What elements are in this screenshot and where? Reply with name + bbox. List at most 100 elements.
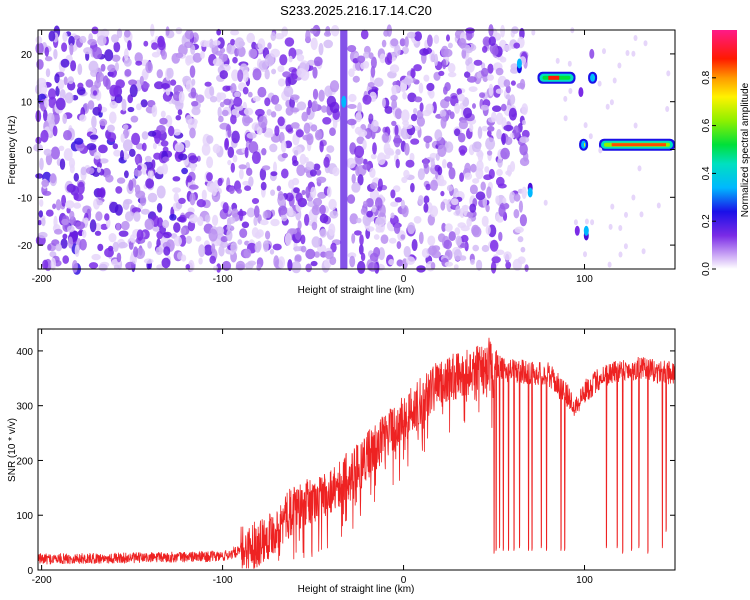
- spectrogram-noise-blob: [351, 182, 361, 193]
- patch-1hz: [579, 138, 589, 151]
- spectrogram-noise-blob: [81, 229, 87, 238]
- spectrogram-noise-blob: [295, 192, 303, 203]
- spectrogram-noise-blob: [97, 243, 104, 252]
- spectrogram-noise-blob: [394, 108, 403, 120]
- spectrogram-noise-blob: [513, 193, 521, 202]
- spectrogram-noise-blob: [185, 264, 191, 270]
- spectrogram-noise-blob: [411, 239, 418, 251]
- spectrogram-noise-blob: [348, 68, 355, 77]
- spectrogram-noise-blob: [140, 99, 148, 108]
- spectrogram-noise-blob: [109, 201, 119, 213]
- spectrogram-noise-blob: [145, 178, 155, 189]
- spectrogram-noise-blob: [292, 160, 299, 167]
- spectrogram-noise-blob: [261, 148, 267, 156]
- spectrogram-noise-blob: [394, 197, 403, 203]
- spectrogram-noise-blob: [413, 216, 422, 224]
- spectrogram-noise-blob: [322, 117, 332, 125]
- colorbar-label: Normalized spectral amplitude: [740, 82, 750, 217]
- spectrogram-noise-blob: [464, 71, 471, 78]
- spectrogram-noise-blob: [444, 223, 453, 232]
- spectrogram-y-tick-label: -20: [18, 241, 33, 252]
- spectrogram-noise-blob: [130, 115, 139, 123]
- spectrogram-noise-blob: [124, 170, 129, 179]
- spectrogram-noise-blob: [157, 39, 166, 51]
- spectrogram-noise-blob: [357, 129, 368, 137]
- spectrogram-noise-blob: [197, 216, 204, 227]
- spectrogram-noise-blob: [355, 166, 360, 176]
- spectrogram-noise-blob: [492, 45, 499, 56]
- spectrogram-noise-blob: [94, 230, 102, 236]
- spectrogram-noise-blob: [50, 146, 61, 160]
- spectrogram-noise-blob: [362, 163, 371, 170]
- spectrogram-noise-blob: [73, 202, 82, 209]
- spectrogram-noise-blob: [484, 166, 490, 173]
- spectrogram-noise-blob: [444, 96, 452, 102]
- spectrogram-noise-blob: [288, 55, 293, 63]
- spectrogram-noise-blob: [107, 132, 117, 143]
- spectrogram-noise-blob: [426, 82, 435, 92]
- spectrogram-noise-blob: [481, 67, 489, 77]
- spectrogram-noise-blob: [261, 165, 271, 171]
- spectrogram-noise-blob: [277, 191, 284, 201]
- spectrogram-noise-blob: [444, 82, 451, 92]
- spectrogram-noise-blob: [419, 102, 424, 112]
- spectrogram-noise-blob: [178, 197, 186, 204]
- spectrogram-noise-blob: [503, 44, 512, 51]
- spectrogram-noise-blob: [410, 68, 416, 79]
- spectrogram-noise-blob: [271, 94, 280, 105]
- spectrogram-noise-blob: [173, 222, 181, 233]
- spectrogram-noise-blob: [347, 194, 356, 204]
- spectrogram-noise-blob: [323, 156, 330, 168]
- spectrogram-noise-blob: [404, 36, 409, 48]
- spectrogram-noise-blob: [122, 139, 133, 152]
- spectrogram-noise-blob: [216, 28, 222, 36]
- spectrogram-noise-blob: [139, 75, 144, 86]
- spectrogram-noise-blob: [414, 31, 422, 42]
- colorbar-tick-label: 0.4: [701, 166, 712, 180]
- spectrogram-noise-blob: [172, 176, 181, 182]
- spectrogram-noise-blob: [318, 89, 325, 102]
- spectrogram-noise-blob: [323, 31, 332, 37]
- spectrogram-noise-blob: [382, 132, 389, 143]
- spectrogram-noise-blob: [328, 223, 336, 236]
- spectrogram-noise-blob: [38, 231, 48, 239]
- spectrogram-noise-blob: [281, 26, 289, 37]
- spectrogram-noise-blob: [58, 145, 65, 151]
- spectrogram-image: [33, 23, 675, 275]
- spectrogram-noise-blob: [497, 183, 507, 189]
- spectrogram-noise-blob: [312, 100, 318, 112]
- spectrogram-noise-blob: [162, 219, 170, 229]
- spectrogram-noise-blob: [276, 185, 282, 192]
- spectrogram-noise-blob: [251, 41, 257, 50]
- spectrogram-noise-blob: [391, 99, 397, 111]
- spectrogram-noise-blob: [190, 87, 197, 99]
- spectrogram-noise-blob: [270, 171, 278, 177]
- spectrogram-noise-blob: [190, 162, 196, 172]
- spectrogram-noise-blob: [289, 228, 298, 235]
- spectrogram-noise-blob: [272, 243, 282, 251]
- spectrogram-noise-blob: [364, 127, 373, 140]
- spectrogram-noise-blob: [306, 133, 314, 146]
- spectrogram-y-ticks: -20 -10 0 10 20: [18, 50, 675, 252]
- spectrogram-noise-blob: [471, 224, 480, 236]
- spectrogram-noise-blob: [458, 38, 467, 49]
- spectrogram-noise-blob: [242, 180, 250, 186]
- spectrogram-noise-blob: [448, 167, 456, 180]
- spectrogram-noise-blob: [482, 36, 491, 47]
- spectrogram-noise-blob: [251, 151, 261, 165]
- spectrogram-noise-blob: [244, 147, 249, 159]
- spectrogram-noise-blob: [111, 54, 121, 62]
- spectrogram-noise-blob: [505, 261, 512, 270]
- spectrogram-noise-blob: [495, 88, 504, 94]
- spectrogram-noise-blob: [161, 83, 170, 89]
- spectrogram-noise-blob: [259, 167, 267, 181]
- spectrogram-noise-blob: [509, 191, 516, 204]
- spectrogram-noise-blob: [141, 142, 147, 152]
- spectrogram-y-label: Frequency (Hz): [7, 116, 18, 185]
- spectrogram-noise-blob: [57, 79, 65, 90]
- spectrogram-noise-blob: [173, 128, 181, 136]
- spectrogram-noise-blob: [263, 131, 274, 138]
- spectrogram-noise-blob: [309, 169, 317, 177]
- spectrogram-noise-blob: [318, 42, 324, 56]
- spectrogram-noise-blob: [367, 262, 378, 272]
